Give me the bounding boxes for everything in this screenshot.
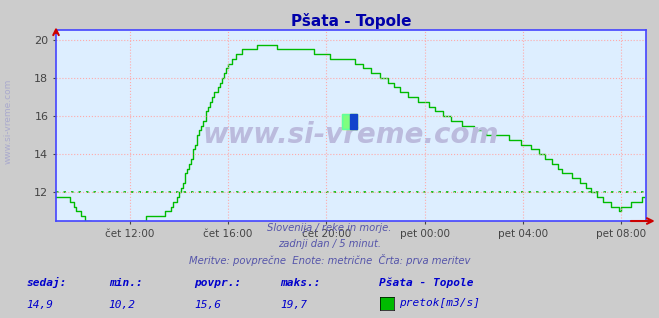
Text: maks.:: maks.: (280, 278, 320, 288)
Text: zadnji dan / 5 minut.: zadnji dan / 5 minut. (278, 239, 381, 249)
Text: pretok[m3/s]: pretok[m3/s] (399, 298, 480, 308)
Text: www.si-vreme.com: www.si-vreme.com (203, 121, 499, 149)
Text: sedaj:: sedaj: (26, 277, 67, 288)
Bar (350, 114, 357, 129)
Text: min.:: min.: (109, 278, 142, 288)
Text: Slovenija / reke in morje.: Slovenija / reke in morje. (268, 223, 391, 232)
Text: Meritve: povprečne  Enote: metrične  Črta: prva meritev: Meritve: povprečne Enote: metrične Črta:… (189, 254, 470, 266)
Text: povpr.:: povpr.: (194, 278, 242, 288)
Bar (342, 114, 357, 129)
Text: 15,6: 15,6 (194, 301, 221, 310)
Text: 10,2: 10,2 (109, 301, 136, 310)
Text: Pšata - Topole: Pšata - Topole (379, 278, 473, 288)
Text: www.si-vreme.com: www.si-vreme.com (3, 78, 13, 163)
Text: 14,9: 14,9 (26, 301, 53, 310)
Text: 19,7: 19,7 (280, 301, 307, 310)
Title: Pšata - Topole: Pšata - Topole (291, 13, 411, 29)
Bar (342, 114, 357, 129)
